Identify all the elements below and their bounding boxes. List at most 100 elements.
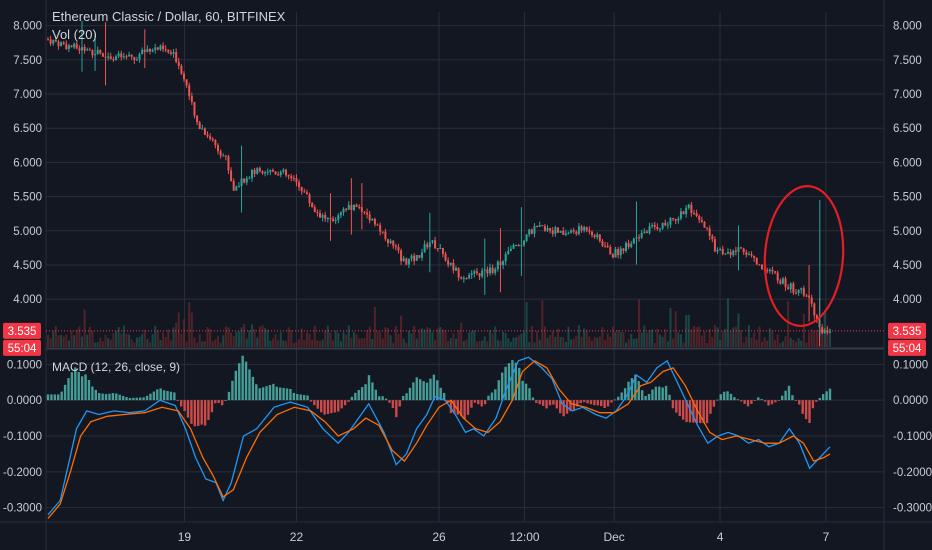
volume-bar bbox=[606, 333, 609, 347]
candle-body bbox=[94, 54, 97, 56]
volume-bar bbox=[141, 334, 144, 347]
volume-indicator-label[interactable]: Vol (20) bbox=[52, 27, 97, 42]
candle-body bbox=[101, 53, 104, 57]
macd-axis-label-left: 0.0000 bbox=[7, 395, 42, 407]
histogram-bar bbox=[610, 400, 613, 403]
price-axis-label-left: 4.500 bbox=[13, 260, 42, 272]
volume-bar bbox=[128, 334, 131, 347]
volume-bar bbox=[376, 331, 379, 347]
histogram-bar bbox=[121, 395, 125, 401]
candle-body bbox=[125, 56, 128, 58]
candle-body bbox=[604, 245, 607, 247]
candle-body bbox=[457, 267, 460, 278]
candle-body bbox=[339, 212, 342, 216]
volume-bar bbox=[625, 342, 627, 347]
candle-body bbox=[151, 49, 154, 52]
candle-body bbox=[577, 226, 580, 235]
volume-bar bbox=[334, 330, 337, 347]
macd-indicator-label[interactable]: MACD (12, 26, close, 9) bbox=[52, 360, 181, 374]
candle-body bbox=[598, 234, 601, 242]
histogram-bar bbox=[787, 385, 791, 401]
histogram-bar bbox=[750, 400, 753, 404]
histogram-bar bbox=[825, 391, 828, 401]
candle-body bbox=[619, 248, 622, 256]
histogram-bar bbox=[531, 397, 535, 401]
candle-body bbox=[651, 225, 654, 227]
volume-bar bbox=[62, 336, 65, 347]
candle-body bbox=[389, 240, 392, 244]
candle-body bbox=[109, 56, 112, 60]
candle-body bbox=[324, 214, 327, 219]
histogram-bar bbox=[777, 400, 780, 401]
candle-body bbox=[392, 240, 395, 246]
volume-bar bbox=[517, 335, 520, 347]
candle-body bbox=[83, 47, 86, 51]
candle-body bbox=[227, 156, 230, 171]
candle-body bbox=[465, 278, 468, 280]
candle-body bbox=[209, 136, 212, 139]
price-candles[interactable] bbox=[47, 20, 831, 347]
candle-body bbox=[285, 169, 287, 176]
volume-bar bbox=[745, 336, 748, 347]
candle-body bbox=[567, 232, 570, 234]
candle-body bbox=[491, 267, 494, 273]
histogram-bar bbox=[757, 397, 760, 401]
volume-bar bbox=[805, 342, 808, 347]
histogram-bar bbox=[302, 394, 306, 401]
candle-body bbox=[219, 151, 222, 156]
candle-body bbox=[245, 178, 248, 183]
volume-bar bbox=[640, 332, 643, 347]
candle-body bbox=[360, 207, 363, 212]
time-axis-label: 12:00 bbox=[510, 530, 540, 544]
candle-body bbox=[313, 207, 316, 213]
volume-bar bbox=[379, 331, 382, 347]
histogram-bar bbox=[98, 393, 101, 401]
volume-bar bbox=[698, 326, 701, 347]
candle-body bbox=[504, 254, 507, 262]
candle-body bbox=[96, 49, 99, 55]
candle-body bbox=[758, 264, 761, 266]
volume-bar bbox=[339, 341, 342, 347]
annotation-circle[interactable] bbox=[760, 183, 848, 328]
volume-bar bbox=[591, 340, 593, 347]
volume-bar bbox=[342, 331, 345, 347]
candle-body bbox=[656, 226, 659, 230]
candle-body bbox=[415, 255, 418, 261]
histogram-bar bbox=[115, 393, 118, 401]
volume-bar bbox=[821, 328, 824, 347]
volume-bar bbox=[468, 332, 471, 347]
histogram-bar bbox=[562, 400, 565, 417]
histogram-bar bbox=[330, 400, 333, 414]
candle-body bbox=[75, 43, 78, 49]
candle-body bbox=[596, 234, 599, 238]
candle-body bbox=[460, 277, 463, 279]
histogram-bar bbox=[80, 376, 84, 401]
histogram-bar bbox=[784, 390, 787, 401]
histogram-bar bbox=[224, 400, 227, 401]
volume-bar bbox=[203, 341, 206, 347]
volume-bar bbox=[366, 330, 369, 347]
histogram-bar bbox=[535, 400, 538, 403]
volume-bar bbox=[721, 331, 724, 347]
volume-bar bbox=[449, 338, 452, 347]
volume-bar bbox=[319, 340, 321, 347]
histogram-bar bbox=[60, 391, 63, 401]
volume-bar bbox=[355, 334, 358, 347]
volume-bar bbox=[125, 333, 128, 347]
histogram-bar bbox=[780, 395, 784, 401]
histogram-bar bbox=[473, 400, 477, 403]
candle-body bbox=[394, 245, 397, 248]
candle-body bbox=[303, 191, 306, 193]
volume-bar bbox=[557, 328, 559, 347]
chart-title[interactable]: Ethereum Classic / Dollar, 60, BITFINEX bbox=[52, 9, 286, 24]
time-axis-label: 26 bbox=[432, 530, 446, 544]
candle-body bbox=[502, 261, 505, 266]
histogram-bar bbox=[470, 400, 473, 408]
candle-body bbox=[298, 182, 301, 188]
volume-bar bbox=[81, 336, 83, 347]
candle-body bbox=[481, 270, 484, 277]
candle-body bbox=[334, 219, 337, 221]
candle-body bbox=[60, 42, 63, 46]
price-badge-left: 3.535 bbox=[8, 326, 37, 338]
